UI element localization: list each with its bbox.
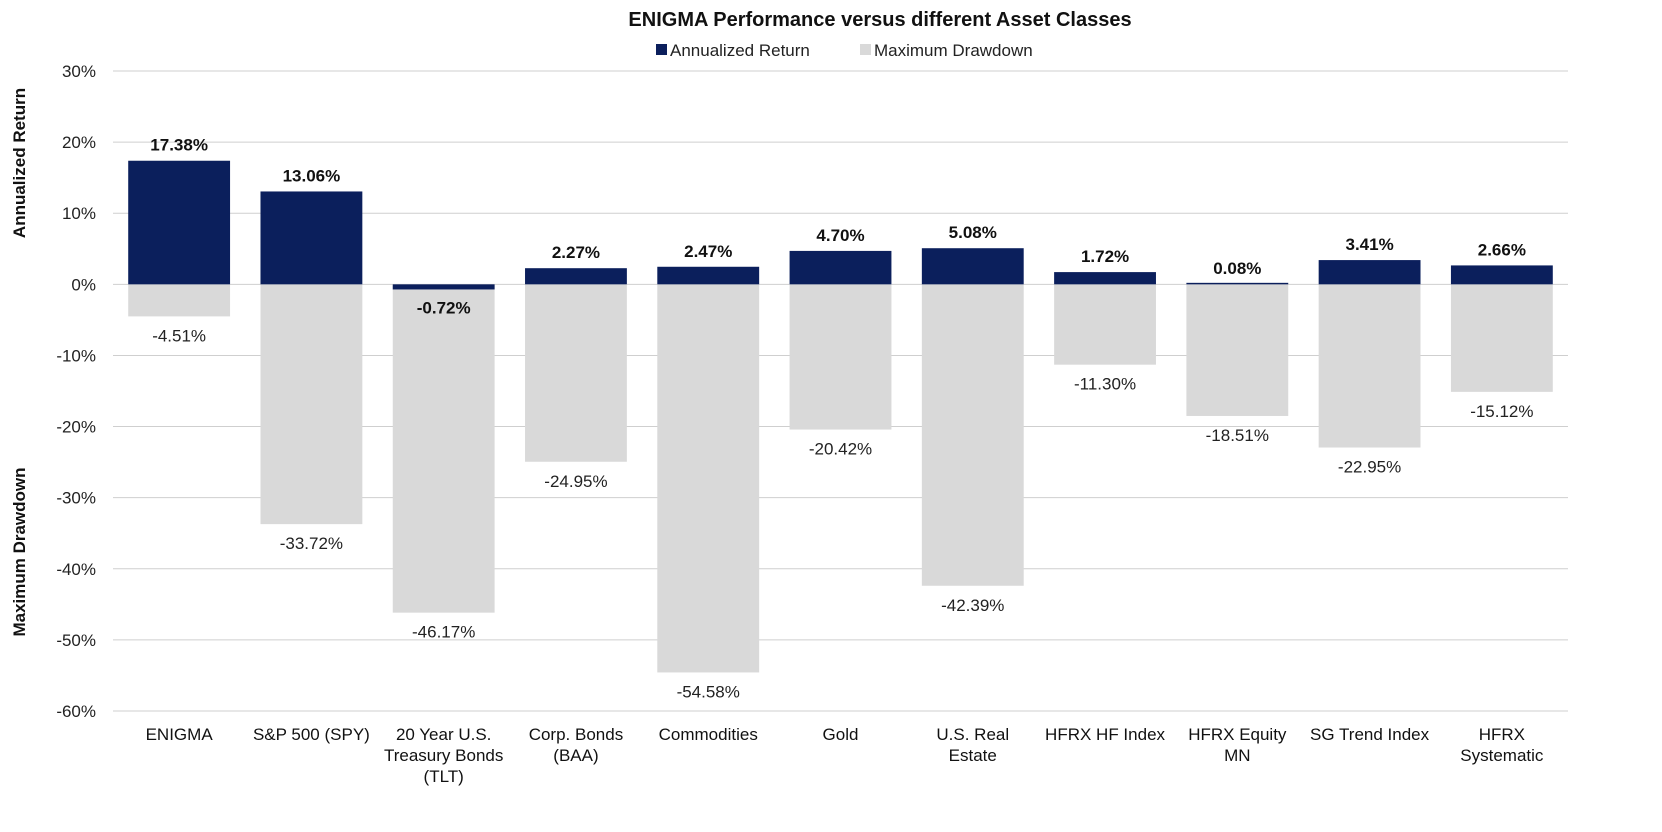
data-label-return-commodities: 2.47% <box>684 242 732 261</box>
data-label-drawdown-hfrx-hf-index: -11.30% <box>1074 375 1136 394</box>
legend-label-maximum-drawdown: Maximum Drawdown <box>874 41 1033 60</box>
y-axis-ticks: 30% 20% 10% 0% -10% -20% -30% -40% -50% -60% <box>56 62 96 721</box>
x-category-label-enigma: ENIGMA <box>146 725 214 744</box>
x-category-label-sg-trend-index: SG Trend Index <box>1310 725 1430 744</box>
data-label-return-enigma: 17.38% <box>150 136 208 155</box>
x-category-label-hfrx-hf-index: HFRX HF Index <box>1045 725 1165 744</box>
data-label-return-20-year-u-s-treasury-bonds-tlt: -0.72% <box>417 298 471 317</box>
bar-drawdown-s-p-500-spy <box>260 284 363 525</box>
data-label-return-corp-bonds-baa: 2.27% <box>552 243 600 262</box>
bar-return-20-year-u-s-treasury-bonds-tlt <box>392 284 495 290</box>
x-category-label-u-s-real-estate: U.S. Real Estate <box>936 725 1009 765</box>
legend: Annualized Return Maximum Drawdown <box>656 41 1033 60</box>
x-category-label-hfrx-systematic: HFRX Systematic <box>1460 725 1544 765</box>
bar-return-enigma <box>128 160 231 285</box>
data-label-drawdown-hfrx-equity-mn: -18.51% <box>1206 426 1269 445</box>
legend-label-annualized-return: Annualized Return <box>670 41 810 60</box>
data-label-return-hfrx-hf-index: 1.72% <box>1081 247 1129 266</box>
bar-return-sg-trend-index <box>1318 260 1421 285</box>
y-tick-label: 10% <box>62 204 96 223</box>
y-axis-title-upper: Annualized Return <box>10 88 29 238</box>
y-tick-label: 30% <box>62 62 96 81</box>
y-axis-title-lower: Maximum Drawdown <box>10 467 29 636</box>
y-tick-label: 0% <box>71 275 96 294</box>
bar-return-commodities <box>657 266 760 285</box>
y-tick-label: -20% <box>56 418 96 437</box>
data-label-drawdown-u-s-real-estate: -42.39% <box>941 596 1004 615</box>
x-category-label-20-year-u-s-treasury-bonds-tlt: 20 Year U.S. Treasury Bonds (TLT) <box>384 725 503 786</box>
x-category-label-corp-bonds-baa: Corp. Bonds (BAA) <box>529 725 624 765</box>
bar-return-hfrx-equity-mn <box>1186 282 1289 285</box>
x-category-label-hfrx-equity-mn: HFRX Equity MN <box>1188 725 1287 765</box>
data-label-return-sg-trend-index: 3.41% <box>1345 235 1393 254</box>
data-label-return-hfrx-systematic: 2.66% <box>1478 240 1526 259</box>
bar-return-s-p-500-spy <box>260 191 363 285</box>
bar-return-gold <box>789 250 892 285</box>
bar-drawdown-20-year-u-s-treasury-bonds-tlt <box>392 284 495 613</box>
x-category-label-commodities: Commodities <box>659 725 758 744</box>
y-tick-label: -40% <box>56 560 96 579</box>
bar-drawdown-hfrx-systematic <box>1450 284 1553 392</box>
legend-swatch-annualized-return <box>656 44 667 55</box>
y-tick-label: 20% <box>62 133 96 152</box>
x-category-label-s-p-500-spy: S&P 500 (SPY) <box>253 725 370 744</box>
bar-drawdown-u-s-real-estate <box>921 284 1024 586</box>
category-labels: ENIGMA S&P 500 (SPY) 20 Year U.S. Treasury … <box>146 725 1544 786</box>
bar-return-hfrx-hf-index <box>1054 272 1156 285</box>
bar-drawdown-commodities <box>657 284 760 673</box>
data-label-return-hfrx-equity-mn: 0.08% <box>1213 259 1261 278</box>
y-tick-label: -30% <box>56 489 96 508</box>
data-label-drawdown-20-year-u-s-treasury-bonds-tlt: -46.17% <box>412 623 475 642</box>
bar-drawdown-hfrx-equity-mn <box>1186 284 1289 416</box>
data-label-drawdown-corp-bonds-baa: -24.95% <box>544 472 607 491</box>
bar-return-hfrx-systematic <box>1450 265 1553 285</box>
data-label-return-u-s-real-estate: 5.08% <box>949 223 997 242</box>
y-tick-label: -60% <box>56 702 96 721</box>
bars <box>128 160 1553 673</box>
data-label-drawdown-enigma: -4.51% <box>152 326 206 345</box>
chart-title: ENIGMA Performance versus different Asse… <box>628 9 1131 31</box>
bar-drawdown-gold <box>789 284 892 430</box>
y-tick-label: -10% <box>56 346 96 365</box>
bar-drawdown-corp-bonds-baa <box>525 284 627 462</box>
x-category-label-gold: Gold <box>823 725 859 744</box>
legend-swatch-maximum-drawdown <box>860 44 871 55</box>
data-labels: 17.38% -4.51% 13.06% -33.72% -0.72% -46.17% 2.… <box>150 136 1533 702</box>
data-label-drawdown-s-p-500-spy: -33.72% <box>280 534 343 553</box>
y-tick-label: -50% <box>56 631 96 650</box>
bar-drawdown-enigma <box>128 284 231 317</box>
data-label-return-s-p-500-spy: 13.06% <box>283 166 341 185</box>
bar-drawdown-sg-trend-index <box>1318 284 1421 448</box>
bar-return-corp-bonds-baa <box>525 268 627 285</box>
bar-drawdown-hfrx-hf-index <box>1054 284 1156 365</box>
data-label-drawdown-hfrx-systematic: -15.12% <box>1470 402 1533 421</box>
data-label-return-gold: 4.70% <box>816 226 864 245</box>
bar-return-u-s-real-estate <box>921 248 1024 285</box>
data-label-drawdown-commodities: -54.58% <box>677 682 740 701</box>
data-label-drawdown-sg-trend-index: -22.95% <box>1338 458 1401 477</box>
data-label-drawdown-gold: -20.42% <box>809 440 872 459</box>
